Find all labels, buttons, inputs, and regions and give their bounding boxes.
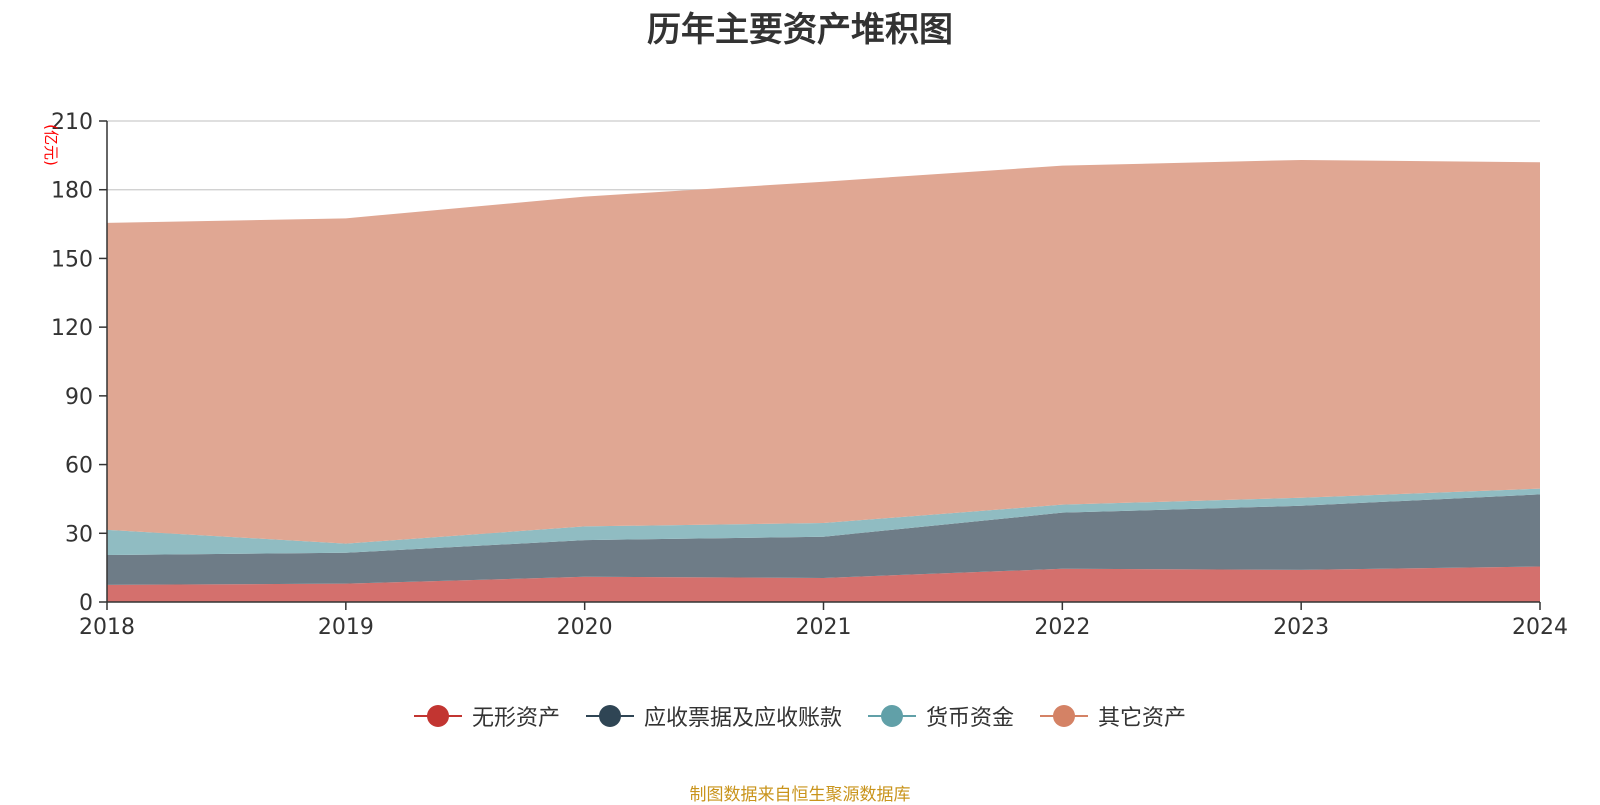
x-tick-label: 2022 (1034, 615, 1090, 640)
legend-label: 应收票据及应收账款 (643, 706, 842, 731)
legend-label: 货币资金 (926, 706, 1015, 731)
y-tick-label: 60 (65, 454, 93, 479)
legend-item[interactable]: 应收票据及应收账款 (585, 700, 842, 732)
x-tick-label: 2023 (1273, 615, 1329, 640)
y-tick-label: 180 (51, 179, 93, 204)
legend-item[interactable]: 货币资金 (868, 700, 1014, 732)
y-tick-label: 210 (51, 110, 93, 135)
legend-label: 无形资产 (471, 706, 560, 731)
area-series-4 (107, 159, 1540, 544)
x-tick-label: 2018 (79, 615, 135, 640)
x-tick-label: 2020 (557, 615, 613, 640)
x-tick-label: 2021 (796, 615, 852, 640)
y-axis-unit-label: (亿元) (42, 124, 60, 166)
legend-marker-icon (868, 704, 916, 728)
legend-item[interactable]: 无形资产 (413, 700, 560, 732)
legend: 无形资产 应收票据及应收账款 货币资金 其它资产 (0, 700, 1600, 732)
y-tick-label: 120 (51, 316, 93, 341)
area-series-1 (107, 566, 1540, 602)
legend-marker-icon (1040, 704, 1089, 728)
y-tick-label: 150 (51, 247, 93, 272)
chart-title: 历年主要资产堆积图 (647, 10, 953, 50)
legend-marker-icon (413, 704, 462, 728)
legend-label: 其它资产 (1098, 706, 1187, 731)
legend-marker-icon (585, 704, 634, 728)
source-note: 制图数据来自恒生聚源数据库 (689, 785, 911, 805)
y-tick-label: 90 (65, 385, 93, 410)
x-tick-label: 2019 (318, 615, 374, 640)
y-tick-label: 0 (79, 591, 93, 616)
area-series-2 (107, 494, 1540, 585)
y-tick-label: 30 (65, 522, 93, 547)
legend-item[interactable]: 其它资产 (1040, 700, 1186, 732)
area-series-3 (107, 488, 1540, 556)
x-tick-label: 2024 (1512, 615, 1568, 640)
